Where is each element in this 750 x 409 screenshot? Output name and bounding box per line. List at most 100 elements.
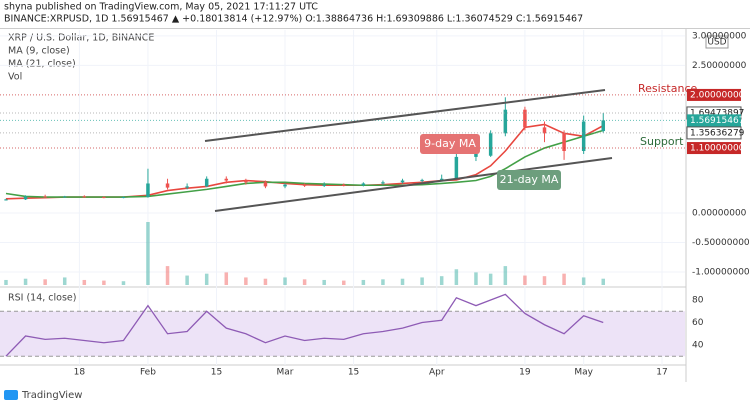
candle-body [121,197,126,199]
y-tick-label: 40 [692,340,704,350]
volume-bar [121,281,126,285]
x-tick-label: Apr [429,368,445,378]
candle-body [62,196,67,198]
rsi-band [0,311,685,357]
price-tag [687,88,741,101]
volume-bar [488,273,493,285]
support-label: Support [640,135,684,148]
y-tick-label: 3.00000000 [692,31,747,41]
candle-body [283,184,287,187]
y-tick-label: -1.00000000 [692,268,750,278]
volume-bar [322,279,326,285]
volume-bar [503,266,508,285]
candle-body [488,133,493,156]
volume-bar [342,280,346,285]
currency-box [705,35,729,49]
x-tick-label: May [574,368,593,378]
x-tick-label: 15 [211,368,222,378]
ma21-callout-label: 21-day MA [500,173,559,186]
legend-symbol: XRP / U.S. Dollar, 1D, BINANCE [8,33,154,44]
volume-bar [165,266,170,285]
volume-bar [601,278,605,285]
volume-bar [62,277,67,285]
x-tick-label: 19 [519,368,531,378]
candle-body [562,133,566,152]
ma9-callout [420,134,480,154]
candle-body [342,184,346,186]
volume-bar [224,272,229,285]
moving-average [5,129,604,198]
y-tick-label: 80 [692,296,704,306]
rsi-line [5,293,604,357]
price-tag [686,126,742,140]
candle-body [23,196,28,200]
published-line: shyna published on TradingView.com, May … [4,2,318,13]
volume-bar [474,272,478,285]
ma9-callout-label: 9-day MA [424,137,476,150]
volume-bar [562,273,566,285]
price-tag-label: 2.00000000 [690,90,745,100]
volume-bar [204,273,209,285]
legend-ma9: MA (9, close) [8,46,70,57]
y-tick-label: -0.50000000 [692,238,750,248]
volume-bar [581,277,586,285]
volume-bar [381,279,385,285]
ma21-callout [497,170,561,190]
volume-bar [420,277,424,285]
candle-body [581,121,586,152]
volume-bar [400,278,405,285]
volume-bar [23,278,28,285]
candle-body [4,199,8,201]
volume-bar [102,280,106,285]
volume-bar [185,275,189,285]
symbol-line: BINANCE:XRPUSD, 1D 1.56915467 ▲ +0.18013… [4,14,583,25]
divider [0,28,750,29]
legend-rsi: RSI (14, close) [8,293,76,304]
candle-body [381,182,385,184]
x-tick-label: 17 [656,368,667,378]
legend-ma21: MA (21, close) [8,59,76,70]
candle-body [185,186,189,188]
candle-body [204,178,209,187]
x-tick-label: 18 [74,368,86,378]
volume-bar [283,277,287,285]
price-tag-label: 1.69473897 [690,108,744,118]
price-tag-label: 1.35636279 [690,128,745,138]
y-tick-label: 0.00000000 [692,208,747,218]
candle-body [322,184,326,186]
x-tick-label: Mar [277,368,294,378]
candle-body [146,183,150,198]
resistance-label: Resistance [638,82,698,95]
candle-body [102,197,106,199]
volume-bar [454,269,459,285]
price-tag-label: 1.56915467 [690,116,744,126]
price-tag [687,142,741,155]
logo-icon [4,390,18,400]
volume-bar [146,222,150,285]
candle-body [400,180,405,183]
candle-body [224,178,229,181]
volume-bar [542,276,547,285]
volume-bar [244,277,248,285]
candle-body [523,109,527,128]
candle-body [503,109,508,134]
x-tick-label: Feb [140,368,156,378]
volume-bar [43,279,47,285]
candle-body [43,196,47,198]
legend-volume: Vol [8,72,22,83]
trendline-lower [214,157,613,212]
candle-body [82,196,87,198]
x-tick-label: 15 [348,368,359,378]
price-tag-label: 1.10000000 [690,144,745,154]
volume-bar [302,279,307,285]
candle-body [302,184,307,186]
candle-body [244,180,248,183]
candle-body [263,182,268,187]
candle-body [454,156,459,179]
candle-body [601,120,605,132]
candle-body [420,179,424,181]
currency-label: USD [707,38,726,48]
volume-bar [361,279,366,285]
footer-brand: TradingView [21,390,82,401]
